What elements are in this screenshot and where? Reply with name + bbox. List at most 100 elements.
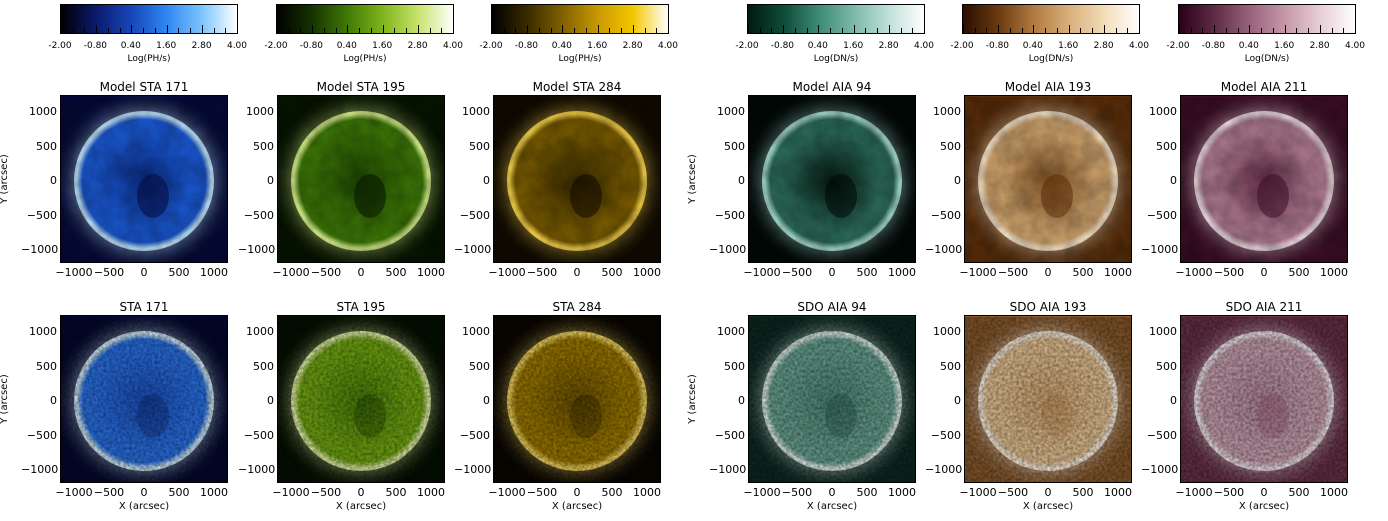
y-tick-label: −500	[925, 210, 961, 222]
panel-title: STA 284	[493, 300, 661, 314]
image-panel	[1180, 95, 1348, 263]
colorbar-tick	[598, 25, 599, 33]
y-tick-label: 500	[1141, 141, 1177, 153]
x-axis-label: X (arcsec)	[277, 501, 445, 513]
y-tick-label: 500	[709, 141, 745, 153]
x-tick-label: 500	[1063, 487, 1103, 499]
colorbar-tick	[430, 28, 431, 33]
colorbar-tick-label: 0.40	[798, 41, 838, 51]
colorbar-tick-label: 1.60	[146, 41, 186, 51]
colorbar-tick	[975, 28, 976, 33]
x-tick-label: −1000	[487, 487, 527, 499]
colorbar-tick	[1010, 28, 1011, 33]
colorbar-tick-label: 0.40	[327, 41, 367, 51]
x-tick-label: −1000	[958, 267, 998, 279]
colorbar-tick	[621, 28, 622, 33]
y-tick-label: 0	[1141, 395, 1177, 407]
colorbar-tick	[1104, 25, 1105, 33]
colorbar-tick	[504, 28, 505, 33]
colorbar-tick	[574, 28, 575, 33]
coronal-hole	[354, 394, 386, 438]
x-tick-label: 0	[812, 487, 852, 499]
image-panel	[964, 95, 1132, 263]
y-tick-label: −1000	[454, 244, 490, 256]
x-tick-label: 500	[159, 487, 199, 499]
y-tick-label: 0	[21, 175, 57, 187]
y-tick-label: −500	[925, 430, 961, 442]
x-tick-label: −500	[522, 487, 562, 499]
colorbar-tick	[214, 28, 215, 33]
y-tick-label: 0	[709, 175, 745, 187]
y-tick-label: −1000	[1141, 464, 1177, 476]
y-tick-label: −500	[1141, 210, 1177, 222]
colorbar-tick	[1296, 28, 1297, 33]
colorbar-tick	[359, 28, 360, 33]
x-tick-label: −1000	[1174, 487, 1214, 499]
colorbar-tick	[865, 28, 866, 33]
x-tick-label: −1000	[54, 487, 94, 499]
colorbar-tick-label: 2.80	[1084, 41, 1124, 51]
image-panel	[1180, 315, 1348, 483]
image-panel	[277, 315, 445, 483]
panel-title: Model STA 171	[60, 80, 228, 94]
colorbar-tick-label: -0.80	[977, 41, 1017, 51]
colorbar-tick	[986, 28, 987, 33]
y-tick-label: 500	[238, 361, 274, 373]
panel-title: Model AIA 94	[748, 80, 916, 94]
panel-title: SDO AIA 193	[964, 300, 1132, 314]
y-tick-label: 1000	[21, 106, 57, 118]
colorbar-tick	[1285, 25, 1286, 33]
y-tick-label: −1000	[709, 464, 745, 476]
colorbar-tick-label: -2.00	[40, 41, 80, 51]
colorbar-tick	[61, 25, 62, 33]
sun-image	[494, 316, 660, 482]
colorbar-tick	[324, 28, 325, 33]
y-tick-label: −500	[238, 430, 274, 442]
sun-image	[749, 96, 915, 262]
x-tick-label: −500	[522, 267, 562, 279]
colorbar-tick	[771, 28, 772, 33]
y-tick-label: 0	[454, 175, 490, 187]
colorbar-tick	[84, 28, 85, 33]
colorbar-tick	[633, 25, 634, 33]
panel-title: Model STA 284	[493, 80, 661, 94]
colorbar-tick-label: -2.00	[471, 41, 511, 51]
colorbar-tick-label: 4.00	[1335, 41, 1375, 51]
colorbar-tick	[190, 28, 191, 33]
x-tick-label: −500	[1209, 267, 1249, 279]
x-tick-label: −1000	[958, 487, 998, 499]
sun-image	[61, 316, 227, 482]
colorbar-tick	[336, 28, 337, 33]
x-tick-label: 1000	[411, 267, 451, 279]
colorbar-tick	[155, 28, 156, 33]
y-tick-label: 500	[1141, 361, 1177, 373]
colorbar-tick	[645, 28, 646, 33]
sun-image	[1181, 96, 1347, 262]
colorbar-tick	[394, 28, 395, 33]
colorbar-tick	[807, 28, 808, 33]
x-tick-label: 1000	[627, 267, 667, 279]
colorbar-tick	[418, 25, 419, 33]
sun-image	[278, 316, 444, 482]
image-panel	[748, 95, 916, 263]
x-tick-label: 0	[1244, 267, 1284, 279]
colorbar-tick	[277, 25, 278, 33]
image-panel	[493, 95, 661, 263]
x-tick-label: 500	[376, 267, 416, 279]
image-panel	[493, 315, 661, 483]
colorbar-tick	[539, 28, 540, 33]
x-tick-label: 1000	[627, 487, 667, 499]
y-axis-label: Y (arcsec)	[0, 134, 11, 224]
y-tick-label: 0	[454, 395, 490, 407]
y-tick-label: 500	[21, 361, 57, 373]
x-tick-label: 0	[124, 267, 164, 279]
coronal-hole	[825, 394, 857, 438]
y-tick-label: 500	[925, 361, 961, 373]
colorbar-tick	[1033, 25, 1034, 33]
x-tick-label: 500	[159, 267, 199, 279]
colorbar-aia211	[1178, 4, 1356, 34]
colorbar-tick	[912, 28, 913, 33]
colorbar-tick	[551, 28, 552, 33]
colorbar-tick	[406, 28, 407, 33]
image-panel	[748, 315, 916, 483]
